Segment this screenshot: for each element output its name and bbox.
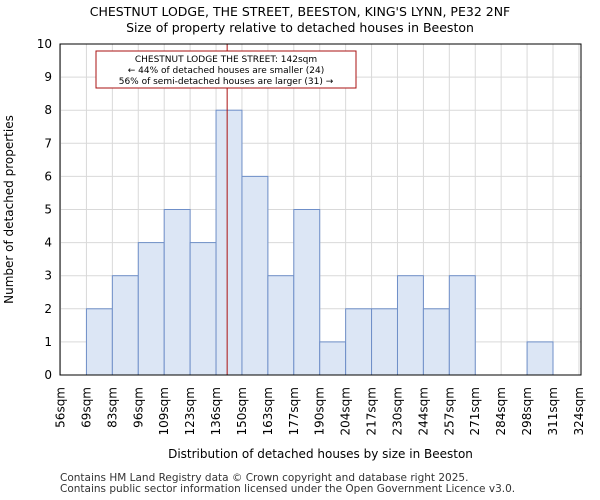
x-tick-311sqm: 311sqm [546, 387, 560, 435]
annotation-box: CHESTNUT LODGE THE STREET: 142sqm ← 44% … [95, 50, 357, 89]
y-tick-0: 0 [44, 368, 52, 382]
x-tick-324sqm: 324sqm [572, 387, 586, 435]
y-tick-8: 8 [44, 103, 52, 117]
y-tick-6: 6 [44, 169, 52, 183]
x-tick-136sqm: 136sqm [209, 387, 223, 435]
bar-298sqm [526, 341, 554, 376]
footer-line-2: Contains public sector information licen… [60, 483, 516, 495]
x-tick-217sqm: 217sqm [365, 387, 379, 435]
x-tick-56sqm: 56sqm [54, 387, 68, 428]
bar-150sqm [241, 175, 269, 376]
chart-subtitle: Size of property relative to detached ho… [126, 20, 474, 35]
footer-line-1: Contains HM Land Registry data © Crown c… [60, 472, 469, 484]
bar-204sqm [345, 308, 373, 376]
y-tick-7: 7 [44, 136, 52, 150]
bar-83sqm [111, 275, 139, 376]
bar-136sqm [215, 109, 243, 376]
y-tick-4: 4 [44, 236, 52, 250]
bar-190sqm [319, 341, 347, 376]
bar-163sqm [267, 275, 295, 376]
y-tick-5: 5 [44, 203, 52, 217]
x-tick-150sqm: 150sqm [235, 387, 249, 435]
x-tick-83sqm: 83sqm [105, 387, 119, 428]
bar-257sqm [448, 275, 476, 376]
x-tick-257sqm: 257sqm [442, 387, 456, 435]
plot-border [59, 43, 582, 376]
y-tick-1: 1 [44, 335, 52, 349]
annotation-border [95, 50, 357, 89]
y-tick-3: 3 [44, 269, 52, 283]
plot-frame [59, 43, 582, 376]
x-tick-204sqm: 204sqm [339, 387, 353, 435]
bar-123sqm [189, 242, 217, 376]
x-tick-244sqm: 244sqm [416, 387, 430, 435]
bar-96sqm [137, 242, 165, 376]
x-tick-163sqm: 163sqm [261, 387, 275, 435]
x-tick-190sqm: 190sqm [313, 387, 327, 435]
x-tick-123sqm: 123sqm [183, 387, 197, 435]
x-axis-label: Distribution of detached houses by size … [168, 447, 473, 461]
bars [85, 109, 554, 376]
chart-title: CHESTNUT LODGE, THE STREET, BEESTON, KIN… [89, 4, 511, 19]
y-tick-labels: 0 1 2 3 4 5 6 7 8 9 10 [37, 37, 52, 382]
x-tick-177sqm: 177sqm [287, 387, 301, 435]
x-tick-298sqm: 298sqm [520, 387, 534, 435]
bar-177sqm [293, 209, 321, 376]
x-tick-284sqm: 284sqm [494, 387, 508, 435]
annotation-line-1: CHESTNUT LODGE THE STREET: 142sqm [135, 55, 317, 65]
bar-109sqm [163, 209, 191, 376]
x-tick-109sqm: 109sqm [157, 387, 171, 435]
y-axis-label: Number of detached properties [2, 115, 16, 304]
x-tick-271sqm: 271sqm [468, 387, 482, 435]
x-tick-96sqm: 96sqm [131, 387, 145, 428]
bar-230sqm [396, 275, 424, 376]
y-tick-10: 10 [37, 37, 52, 51]
bar-69sqm [85, 308, 113, 376]
annotation-line-3: 56% of semi-detached houses are larger (… [119, 77, 334, 87]
x-tick-labels: 56sqm 69sqm 83sqm 96sqm 109sqm 123sqm 136sqm 15… [54, 387, 586, 435]
x-tick-230sqm: 230sqm [390, 387, 404, 435]
bar-217sqm [371, 308, 398, 376]
annotation-line-2: ← 44% of detached houses are smaller (24… [128, 66, 325, 76]
bar-244sqm [422, 308, 450, 376]
y-tick-9: 9 [44, 70, 52, 84]
y-tick-2: 2 [44, 302, 52, 316]
x-tick-69sqm: 69sqm [79, 387, 93, 428]
